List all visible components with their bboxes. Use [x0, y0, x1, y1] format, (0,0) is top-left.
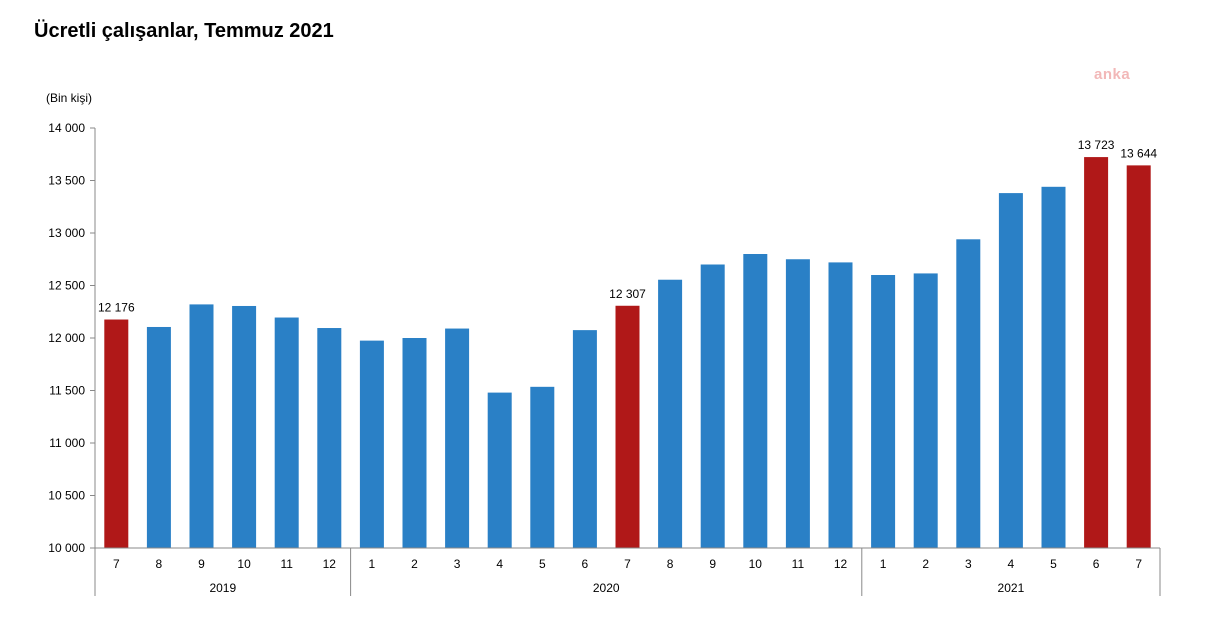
- bar: [104, 319, 129, 548]
- bar: [956, 239, 981, 549]
- bar: [913, 273, 938, 548]
- x-tick-label: 11: [280, 557, 293, 571]
- x-tick-label: 2: [411, 557, 418, 571]
- y-tick-label: 13 500: [48, 174, 85, 188]
- bar: [189, 304, 214, 548]
- bar: [658, 279, 683, 548]
- x-tick-label: 7: [624, 557, 631, 571]
- bar: [700, 264, 725, 548]
- bar: [402, 338, 427, 548]
- bar: [232, 305, 257, 548]
- x-tick-label: 7: [113, 557, 120, 571]
- x-tick-label: 8: [156, 557, 163, 571]
- x-tick-label: 9: [198, 557, 205, 571]
- y-axis-unit-label: (Bin kişi): [46, 91, 93, 105]
- x-tick-label: 6: [1093, 557, 1100, 571]
- bar: [530, 386, 555, 548]
- x-tick-label: 4: [1008, 557, 1015, 571]
- y-tick-label: 14 000: [48, 121, 85, 135]
- x-tick-label: 6: [582, 557, 589, 571]
- watermark-logo: anka: [1094, 66, 1131, 83]
- bar: [487, 392, 512, 548]
- y-tick-label: 10 000: [48, 541, 85, 555]
- y-tick-label: 13 000: [48, 226, 85, 240]
- bar: [317, 328, 342, 548]
- x-tick-label: 1: [880, 557, 887, 571]
- x-tick-label: 1: [369, 557, 376, 571]
- x-tick-label: 12: [323, 557, 337, 571]
- bar: [274, 317, 299, 548]
- x-tick-label: 4: [496, 557, 503, 571]
- data-label: 13 644: [1120, 146, 1157, 160]
- data-label: 13 723: [1078, 138, 1115, 152]
- bar: [785, 259, 810, 548]
- bar: [1084, 157, 1109, 548]
- x-tick-label: 2: [922, 557, 929, 571]
- data-label: 12 307: [609, 287, 646, 301]
- x-tick-label: 12: [834, 557, 848, 571]
- bar: [146, 326, 171, 548]
- bar: [828, 262, 853, 548]
- y-tick-label: 12 000: [48, 331, 85, 345]
- bar: [1041, 186, 1066, 549]
- x-tick-label: 10: [237, 557, 251, 571]
- y-tick-label: 11 000: [49, 436, 85, 450]
- year-label: 2020: [593, 581, 620, 595]
- x-tick-label: 7: [1135, 557, 1142, 571]
- bar: [871, 275, 896, 548]
- bar: [998, 193, 1023, 548]
- y-tick-label: 10 500: [48, 489, 85, 503]
- bar: [615, 305, 640, 548]
- x-tick-label: 8: [667, 557, 674, 571]
- y-tick-label: 12 500: [48, 279, 85, 293]
- bar: [1126, 165, 1151, 548]
- x-tick-label: 5: [1050, 557, 1057, 571]
- bar: [445, 328, 470, 548]
- chart-title: Ücretli çalışanlar, Temmuz 2021: [34, 20, 334, 42]
- x-tick-label: 11: [792, 557, 805, 571]
- x-tick-label: 3: [454, 557, 461, 571]
- year-label: 2021: [998, 581, 1025, 595]
- bar: [359, 340, 384, 548]
- x-tick-label: 10: [749, 557, 763, 571]
- x-tick-label: 5: [539, 557, 546, 571]
- data-label: 12 176: [98, 301, 135, 315]
- bar: [743, 254, 768, 548]
- bar: [572, 330, 597, 548]
- x-tick-label: 3: [965, 557, 972, 571]
- y-tick-label: 11 500: [49, 384, 85, 398]
- bars: 12 176 12 307 13 723 13 644: [98, 138, 1157, 549]
- y-axis: 10 000 10 500 11 000 11 500 12 000 12 500 13 0…: [48, 121, 96, 555]
- year-label: 2019: [209, 581, 236, 595]
- x-tick-label: 9: [709, 557, 716, 571]
